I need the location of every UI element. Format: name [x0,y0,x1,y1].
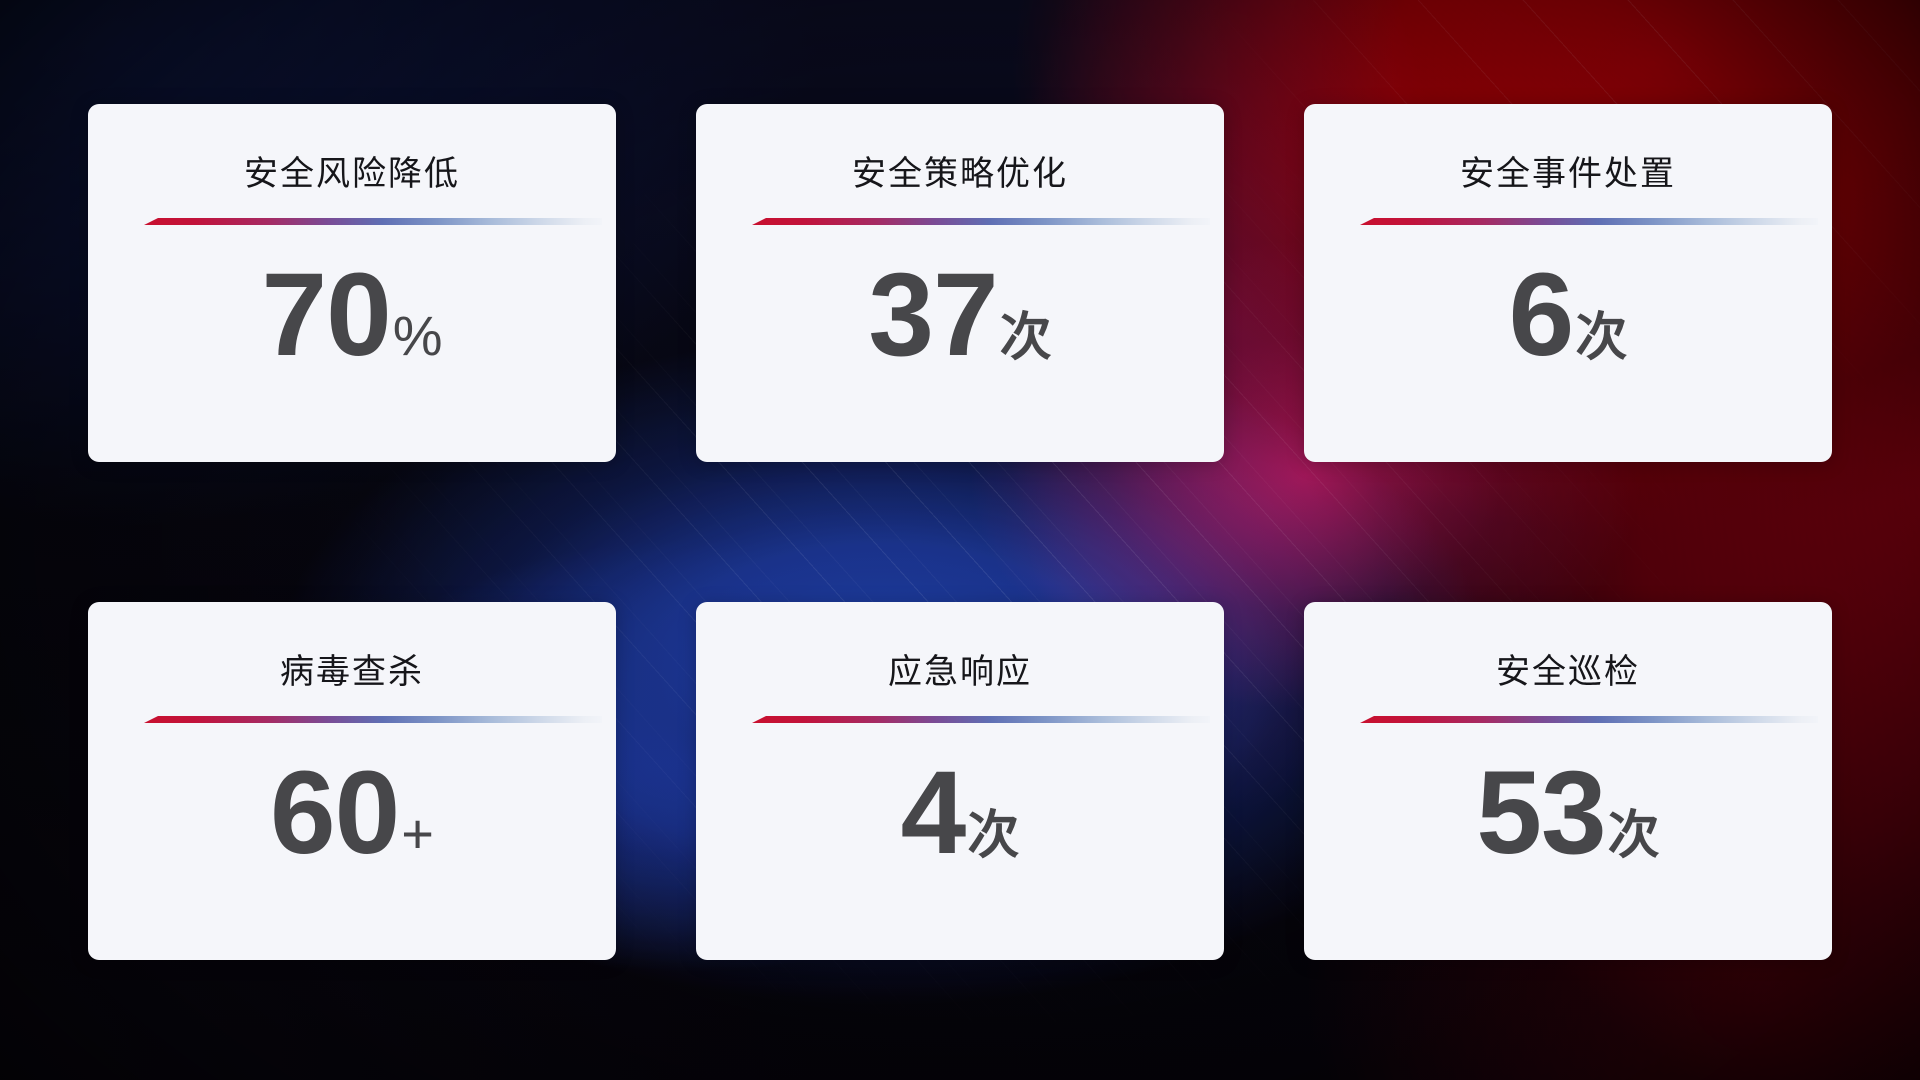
metric-card-title: 病毒查杀 [280,653,424,691]
metric-value-unit: 次 [1607,807,1660,865]
metric-card-gradient-rule [144,716,602,723]
metric-value-unit: 次 [967,807,1020,865]
metric-card-virus-removal[interactable]: 病毒查杀 60 + [88,602,616,960]
metric-card-title: 安全巡检 [1496,653,1640,691]
metric-card-emergency-response[interactable]: 应急响应 4 次 [696,602,1224,960]
metric-card-value: 4 次 [696,754,1224,884]
metric-value-number: 60 [270,747,400,879]
metric-card-title: 安全事件处置 [1460,155,1676,193]
metric-card-gradient-rule [1360,218,1818,225]
metric-card-value: 37 次 [696,256,1224,386]
metric-card-security-incident-handling[interactable]: 安全事件处置 6 次 [1304,104,1832,462]
metric-value-number: 37 [868,249,998,381]
metric-card-value: 53 次 [1304,754,1832,884]
metric-value-number: 53 [1476,747,1606,879]
metric-value-number: 6 [1508,249,1575,381]
metric-card-gradient-rule [1360,716,1818,723]
metric-card-security-policy-optimization[interactable]: 安全策略优化 37 次 [696,104,1224,462]
metric-card-title: 安全策略优化 [852,155,1068,193]
metric-value-unit: 次 [999,309,1052,367]
metric-card-value: 60 + [88,754,616,884]
metric-card-security-inspection[interactable]: 安全巡检 53 次 [1304,602,1832,960]
metric-value-number: 4 [900,747,967,879]
metric-value-unit: + [401,802,434,865]
metric-card-gradient-rule [144,218,602,225]
metric-card-value: 6 次 [1304,256,1832,386]
metric-value-unit: 次 [1575,309,1628,367]
metric-card-gradient-rule [752,218,1210,225]
metric-value-unit: % [392,304,443,367]
metric-card-value: 70 % [88,256,616,386]
metric-card-security-risk-reduction[interactable]: 安全风险降低 70 % [88,104,616,462]
metric-value-number: 70 [261,249,391,381]
metric-card-title: 应急响应 [888,653,1032,691]
metric-card-title: 安全风险降低 [244,155,460,193]
metric-card-grid: 安全风险降低 70 % 安全策略优化 37 次 安全事件处置 6 次 病毒查 [88,104,1832,960]
metric-card-gradient-rule [752,716,1210,723]
